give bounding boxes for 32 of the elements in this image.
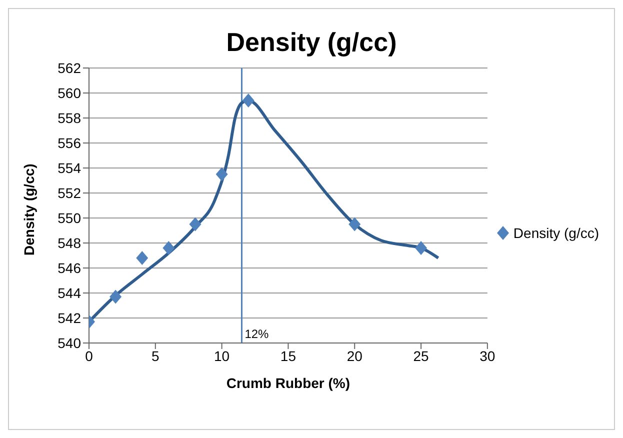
point xyxy=(110,290,122,304)
y-tick-label: 552 xyxy=(58,184,82,201)
point xyxy=(189,217,202,232)
y-tick-label: 542 xyxy=(58,310,82,326)
y-tick-label: 556 xyxy=(58,134,82,151)
x-tick-label: 20 xyxy=(346,348,363,364)
y-tick-label: 560 xyxy=(58,84,82,101)
x-tick-label: 0 xyxy=(85,348,94,364)
legend-label: Density (g/cc) xyxy=(513,225,599,241)
y-tick-label: 544 xyxy=(58,284,82,301)
x-tick-label: 15 xyxy=(280,348,296,364)
point xyxy=(136,251,148,265)
x-axis-title: Crumb Rubber (%) xyxy=(226,375,350,391)
point xyxy=(415,241,428,255)
y-tick-label: 554 xyxy=(58,160,82,176)
chart-title: Density (g/cc) xyxy=(225,27,398,58)
point xyxy=(216,167,228,182)
y-tick-label: 550 xyxy=(58,210,82,226)
y-tick-label: 548 xyxy=(58,234,82,251)
point xyxy=(242,94,254,108)
x-tick-label: 25 xyxy=(413,348,430,364)
point xyxy=(348,217,361,232)
x-tick-label: 30 xyxy=(480,348,496,364)
y-tick-label: 546 xyxy=(58,260,82,276)
x-tick-label: 5 xyxy=(152,348,160,364)
ref-line-label: 12% xyxy=(244,327,270,341)
point xyxy=(162,241,175,255)
x-tick-label: 10 xyxy=(214,348,230,364)
y-tick-label: 558 xyxy=(58,110,82,126)
y-tick-label: 562 xyxy=(58,60,82,76)
y-axis-title: Density (g/cc) xyxy=(20,164,37,256)
y-tick-label: 540 xyxy=(58,334,82,351)
